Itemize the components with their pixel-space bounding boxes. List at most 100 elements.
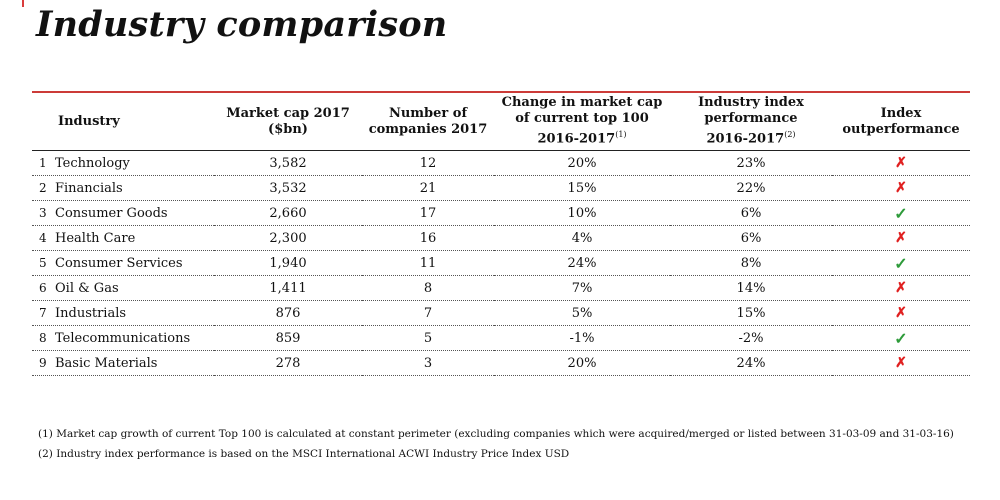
outperformance-cell: ✓ <box>832 250 970 276</box>
header-outperformance-line1: Index <box>880 105 922 121</box>
change-cell: 7% <box>494 275 670 301</box>
corner-accent-mark <box>22 0 24 7</box>
header-industry-label: Industry <box>58 113 120 129</box>
companies-cell: 7 <box>362 300 494 326</box>
market-cap-cell: 2,300 <box>214 225 362 251</box>
cross-icon: ✗ <box>895 230 907 246</box>
market-cap-cell: 3,532 <box>214 175 362 201</box>
table-row: 1 Technology 3,582 12 20% 23% ✗ <box>32 150 970 176</box>
companies-cell: 3 <box>362 350 494 376</box>
market-cap-cell: 2,660 <box>214 200 362 226</box>
industry-name: Basic Materials <box>55 355 158 371</box>
market-cap-cell: 3,582 <box>214 150 362 176</box>
table-row: 4 Health Care 2,300 16 4% 6% ✗ <box>32 225 970 251</box>
companies-cell: 11 <box>362 250 494 276</box>
market-cap-cell: 278 <box>214 350 362 376</box>
change-cell: 24% <box>494 250 670 276</box>
rank-number: 2 <box>39 180 47 195</box>
outperformance-cell: ✗ <box>832 350 970 376</box>
outperformance-cell: ✗ <box>832 300 970 326</box>
table-top-rule <box>32 91 970 93</box>
industry-name: Financials <box>55 180 123 196</box>
industry-cell: 4 Health Care <box>32 225 214 251</box>
rank-number: 1 <box>39 155 47 170</box>
rank-number: 4 <box>39 230 47 245</box>
companies-cell: 17 <box>362 200 494 226</box>
change-cell: 10% <box>494 200 670 226</box>
outperformance-cell: ✓ <box>832 325 970 351</box>
header-performance-footnote-ref: (2) <box>784 130 796 140</box>
performance-cell: 22% <box>670 175 832 201</box>
header-change-line2: of current top 100 <box>515 111 649 127</box>
header-change: Change in market cap of current top 100 … <box>494 93 670 151</box>
rank-number: 7 <box>39 305 47 320</box>
industry-name: Telecommunications <box>55 330 191 346</box>
table-row: 7 Industrials 876 7 5% 15% ✗ <box>32 300 970 326</box>
table-row: 9 Basic Materials 278 3 20% 24% ✗ <box>32 350 970 376</box>
header-change-footnote-ref: (1) <box>615 130 627 140</box>
outperformance-cell: ✗ <box>832 225 970 251</box>
change-cell: 20% <box>494 350 670 376</box>
cross-icon: ✗ <box>895 180 907 196</box>
footnote-2: (2) Industry index performance is based … <box>38 448 570 460</box>
check-icon: ✓ <box>894 253 908 273</box>
change-cell: 4% <box>494 225 670 251</box>
performance-cell: 6% <box>670 225 832 251</box>
industry-name: Health Care <box>55 230 136 246</box>
comparison-table-container: Industry Market cap 2017 ($bn) Number of… <box>32 91 970 376</box>
table-row: 8 Telecommunications 859 5 -1% -2% ✓ <box>32 325 970 351</box>
footnote-1: (1) Market cap growth of current Top 100… <box>38 428 954 440</box>
header-companies: Number of companies 2017 <box>362 93 494 151</box>
market-cap-cell: 859 <box>214 325 362 351</box>
outperformance-cell: ✓ <box>832 200 970 226</box>
performance-cell: 8% <box>670 250 832 276</box>
performance-cell: 15% <box>670 300 832 326</box>
industry-cell: 5 Consumer Services <box>32 250 214 276</box>
header-companies-line2: companies 2017 <box>368 121 488 137</box>
table-row: 2 Financials 3,532 21 15% 22% ✗ <box>32 175 970 201</box>
header-companies-line1: Number of <box>388 105 468 121</box>
companies-cell: 16 <box>362 225 494 251</box>
header-performance-years: 2016-2017 <box>706 131 785 147</box>
outperformance-cell: ✗ <box>832 275 970 301</box>
header-market-cap-line2: ($bn) <box>268 121 308 137</box>
table-header-row: Industry Market cap 2017 ($bn) Number of… <box>32 93 970 151</box>
industry-cell: 7 Industrials <box>32 300 214 326</box>
header-performance-line2: performance <box>704 111 798 127</box>
industry-name: Technology <box>55 155 130 171</box>
industry-cell: 1 Technology <box>32 150 214 176</box>
industry-cell: 6 Oil & Gas <box>32 275 214 301</box>
header-performance: Industry index performance 2016-2017(2) <box>670 93 832 151</box>
page-title: Industry comparison <box>36 4 448 45</box>
performance-cell: 14% <box>670 275 832 301</box>
header-change-years: 2016-2017 <box>537 131 616 147</box>
companies-cell: 8 <box>362 275 494 301</box>
companies-cell: 12 <box>362 150 494 176</box>
rank-number: 6 <box>39 280 47 295</box>
header-performance-line3: 2016-2017(2) <box>670 127 832 147</box>
change-cell: 15% <box>494 175 670 201</box>
header-change-line1: Change in market cap <box>501 95 663 111</box>
industry-cell: 3 Consumer Goods <box>32 200 214 226</box>
rank-number: 5 <box>39 255 47 270</box>
header-outperformance-line2: outperformance <box>842 121 960 137</box>
industry-name: Oil & Gas <box>55 280 119 296</box>
industry-name: Industrials <box>55 305 127 321</box>
check-icon: ✓ <box>894 203 908 223</box>
outperformance-cell: ✗ <box>832 175 970 201</box>
industry-name: Consumer Goods <box>55 205 168 221</box>
change-cell: 5% <box>494 300 670 326</box>
table-row: 5 Consumer Services 1,940 11 24% 8% ✓ <box>32 250 970 276</box>
market-cap-cell: 1,411 <box>214 275 362 301</box>
change-cell: 20% <box>494 150 670 176</box>
table-row: 6 Oil & Gas 1,411 8 7% 14% ✗ <box>32 275 970 301</box>
market-cap-cell: 876 <box>214 300 362 326</box>
header-change-line3: 2016-2017(1) <box>494 127 670 147</box>
cross-icon: ✗ <box>895 280 907 296</box>
cross-icon: ✗ <box>895 155 907 171</box>
rank-number: 9 <box>39 355 47 370</box>
cross-icon: ✗ <box>895 355 907 371</box>
performance-cell: 24% <box>670 350 832 376</box>
industry-cell: 9 Basic Materials <box>32 350 214 376</box>
table-row: 3 Consumer Goods 2,660 17 10% 6% ✓ <box>32 200 970 226</box>
